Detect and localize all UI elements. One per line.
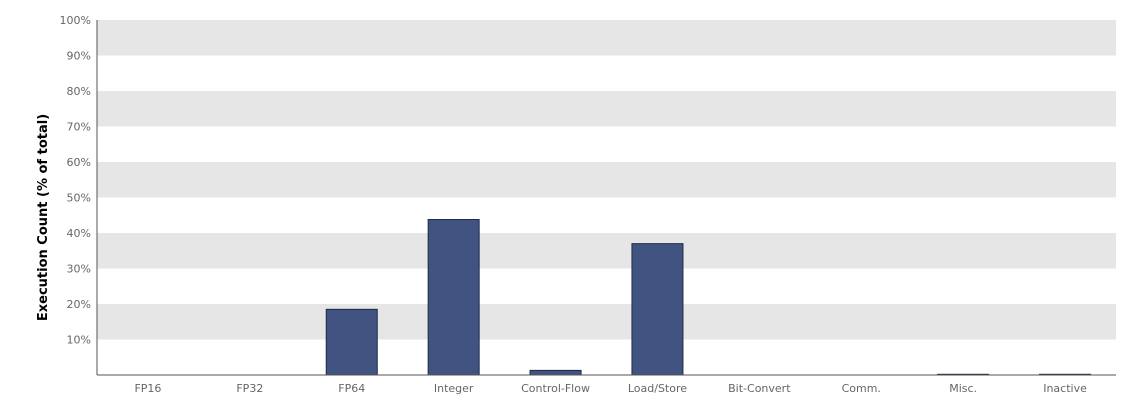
x-tick-label: FP64 xyxy=(338,382,365,395)
y-tick-label: 60% xyxy=(67,156,91,169)
y-tick-label: 100% xyxy=(60,14,91,27)
y-axis-label: Execution Count (% of total) xyxy=(36,114,51,321)
y-tick-label: 40% xyxy=(67,227,91,240)
x-tick-label: FP16 xyxy=(134,382,161,395)
bar-integer xyxy=(427,219,480,376)
grid-band xyxy=(97,162,1116,198)
x-tick-label: Load/Store xyxy=(628,382,687,395)
x-tick-label: Inactive xyxy=(1043,382,1087,395)
grid-band xyxy=(97,304,1116,340)
y-tick-label: 70% xyxy=(67,121,91,134)
x-tick-label: Bit-Convert xyxy=(728,382,791,395)
bar-control-flow xyxy=(529,369,582,376)
y-tick-label: 20% xyxy=(67,298,91,311)
y-tick-label: 10% xyxy=(67,334,91,347)
x-tick-label: Comm. xyxy=(842,382,881,395)
x-axis-ticks: FP16 FP32 FP64 Integer Control-Flow Load/Stor… xyxy=(134,382,1087,395)
x-tick-label: Integer xyxy=(434,382,474,395)
y-tick-label: 80% xyxy=(67,85,91,98)
x-tick-label: FP32 xyxy=(236,382,263,395)
bar-fp64 xyxy=(325,308,378,376)
bars xyxy=(325,219,1092,376)
grid-bands xyxy=(97,20,1116,340)
y-tick-label: 90% xyxy=(67,50,91,63)
y-tick-label: 30% xyxy=(67,263,91,276)
bar-load-store xyxy=(631,243,684,376)
grid-band xyxy=(97,233,1116,269)
x-tick-label: Control-Flow xyxy=(521,382,590,395)
y-tick-label: 50% xyxy=(67,192,91,205)
grid-band xyxy=(97,91,1116,127)
x-tick-label: Misc. xyxy=(949,382,977,395)
y-axis-ticks: 10% 20% 30% 40% 50% 60% 70% 80% 90% 100% xyxy=(60,14,91,347)
grid-band xyxy=(97,20,1116,56)
